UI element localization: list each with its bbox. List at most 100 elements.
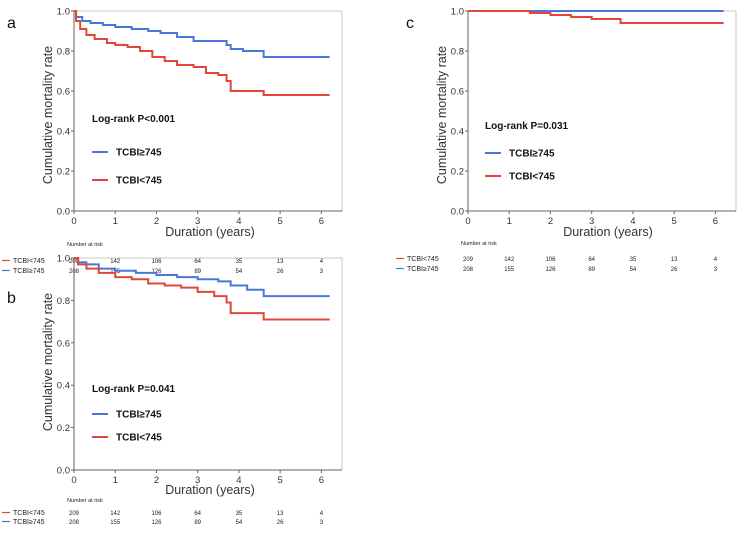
panel-b-risk-row-label-high-tcbi: TCBI≥745 — [13, 519, 45, 526]
panel-b-risk-value-high-tcbi-0: 208 — [69, 520, 80, 526]
panel-c-risk-value-high-tcbi-0: 208 — [463, 267, 474, 273]
panel-b-risk-value-high-tcbi-5: 26 — [277, 520, 284, 526]
panel-c-risk-value-high-tcbi-1: 155 — [504, 267, 515, 273]
panel-c-xtick-label-0: 0 — [465, 216, 470, 227]
panel-b-risk-row-label-low-tcbi: TCBI<745 — [13, 510, 45, 517]
panel-a-risk-value-high-tcbi-3: 89 — [194, 269, 201, 275]
panel-a-ytick-label-4: 0.8 — [57, 47, 70, 58]
panel-a-series-high-tcbi-curve — [74, 10, 330, 58]
panel-a-ytick-label-1: 0.2 — [57, 167, 70, 178]
panel-c-risk-value-low-tcbi-3: 64 — [588, 257, 595, 263]
panel-b-risk-value-high-tcbi-3: 89 — [194, 520, 201, 526]
panel-a-ytick-label-0: 0.0 — [57, 207, 70, 218]
panel-a-legend-label-high-tcbi: TCBI≥745 — [116, 148, 162, 159]
panel-a-xtick-label-3: 3 — [195, 216, 200, 227]
panel-b-xtick-label-0: 0 — [71, 475, 76, 486]
panel-b-risk-value-low-tcbi-0: 209 — [69, 511, 80, 517]
panel-b-series-low-tcbi-curve — [74, 257, 330, 321]
panel-b-risk-value-low-tcbi-1: 142 — [110, 511, 121, 517]
panel-a-ytick-label-2: 0.4 — [57, 127, 70, 138]
panel-c-x-axis-title: Duration (years) — [563, 225, 653, 239]
panel-c-xtick-label-3: 3 — [589, 216, 594, 227]
panel-b-xtick-label-3: 3 — [195, 475, 200, 486]
panel-b-frame — [73, 257, 343, 471]
panel-c-risk-value-low-tcbi-1: 142 — [504, 257, 515, 263]
panel-a-xtick-label-5: 5 — [278, 216, 283, 227]
panel-c-risk-value-high-tcbi-5: 26 — [671, 267, 678, 273]
panel-c-ytick-label-0: 0.0 — [451, 207, 464, 218]
panel-a-risk-value-high-tcbi-6: 3 — [320, 269, 324, 275]
panel-c-legend-label-high-tcbi: TCBI≥745 — [509, 149, 555, 160]
panel-b-xtick-label-5: 5 — [278, 475, 283, 486]
panel-b-risk-table-title: Number at risk — [67, 498, 103, 504]
panel-c-xtick-label-2: 2 — [548, 216, 553, 227]
panel-b-risk-value-low-tcbi-2: 106 — [151, 511, 162, 517]
panel-a-risk-row-label-high-tcbi: TCBI≥745 — [13, 268, 45, 275]
panel-c-y-axis-title: Cumulative mortality rate — [435, 46, 449, 184]
panel-a-legend-label-low-tcbi: TCBI<745 — [116, 176, 162, 187]
panel-b-x-axis-title: Duration (years) — [165, 483, 255, 497]
panel-c-xtick-label-6: 6 — [713, 216, 718, 227]
panel-c-xtick-label-5: 5 — [672, 216, 677, 227]
panel-a-ytick-label-3: 0.6 — [57, 87, 70, 98]
panel-a-series-low-tcbi-curve — [74, 10, 330, 96]
panel-c-risk-row-label-high-tcbi: TCBI≥745 — [407, 266, 439, 273]
panel-c-xtick-label-4: 4 — [630, 216, 635, 227]
panel-b-ytick-label-1: 0.2 — [57, 423, 70, 434]
panel-b-ytick-label-4: 0.8 — [57, 296, 70, 307]
panel-a-x-axis-title: Duration (years) — [165, 225, 255, 239]
panel-a-risk-table-title: Number at risk — [67, 242, 103, 248]
panel-b-risk-value-high-tcbi-4: 54 — [236, 520, 243, 526]
panel-a-risk-row-label-low-tcbi: TCBI<745 — [13, 258, 45, 265]
panel-c-ytick-label-5: 1.0 — [451, 7, 464, 18]
panel-a-risk-value-low-tcbi-3: 64 — [194, 259, 201, 265]
panel-c-risk-value-low-tcbi-6: 4 — [714, 257, 718, 263]
panel-b-risk-value-high-tcbi-1: 155 — [110, 520, 121, 526]
panel-b-xtick-label-6: 6 — [319, 475, 324, 486]
panel-a-xtick-label-1: 1 — [113, 216, 118, 227]
panel-a-risk-value-high-tcbi-5: 26 — [277, 269, 284, 275]
panel-a-risk-value-low-tcbi-2: 106 — [151, 259, 162, 265]
panel-a-xtick-label-6: 6 — [319, 216, 324, 227]
panel-a-ytick-label-5: 1.0 — [57, 7, 70, 18]
panel-c-risk-table-title: Number at risk — [461, 241, 497, 247]
panel-b-legend-label-high-tcbi: TCBI≥745 — [116, 410, 162, 421]
panel-a-risk-value-low-tcbi-4: 35 — [236, 259, 243, 265]
panel-a-xtick-label-2: 2 — [154, 216, 159, 227]
panel-b-risk-value-low-tcbi-6: 4 — [320, 511, 324, 517]
panel-a-logrank-annotation: Log-rank P<0.001 — [92, 114, 176, 125]
panel-c-letter: c — [406, 15, 414, 32]
panel-b-legend-label-low-tcbi: TCBI<745 — [116, 433, 162, 444]
panel-c-xtick-label-1: 1 — [507, 216, 512, 227]
panel-a-xtick-label-4: 4 — [236, 216, 241, 227]
panel-c-risk-value-high-tcbi-3: 89 — [588, 267, 595, 273]
panel-c-risk-value-low-tcbi-5: 13 — [671, 257, 678, 263]
panel-a-letter: a — [7, 15, 16, 32]
panel-a-risk-value-low-tcbi-5: 13 — [277, 259, 284, 265]
panel-c-risk-row-label-low-tcbi: TCBI<745 — [407, 256, 439, 263]
panel-b-risk-value-low-tcbi-3: 64 — [194, 511, 201, 517]
panel-c-series-low-tcbi-curve — [468, 10, 724, 24]
panel-a-risk-value-high-tcbi-4: 54 — [236, 269, 243, 275]
panel-b-ytick-label-5: 1.0 — [57, 254, 70, 265]
panel-c-risk-value-high-tcbi-4: 54 — [630, 267, 637, 273]
panel-b-ytick-label-0: 0.0 — [57, 466, 70, 477]
panel-b-risk-value-high-tcbi-6: 3 — [320, 520, 324, 526]
panel-a-xtick-label-0: 0 — [71, 216, 76, 227]
panel-b-xtick-label-2: 2 — [154, 475, 159, 486]
panel-b-logrank-annotation: Log-rank P=0.041 — [92, 384, 176, 395]
panel-b-risk-value-low-tcbi-5: 13 — [277, 511, 284, 517]
panel-a-risk-value-low-tcbi-1: 142 — [110, 259, 121, 265]
panel-c-risk-value-high-tcbi-2: 126 — [545, 267, 556, 273]
panel-a-risk-value-low-tcbi-6: 4 — [320, 259, 324, 265]
panel-a-y-axis-title: Cumulative mortality rate — [41, 46, 55, 184]
panel-c-risk-value-low-tcbi-0: 209 — [463, 257, 474, 263]
panel-c-legend-label-low-tcbi: TCBI<745 — [509, 172, 555, 183]
panel-b-xtick-label-1: 1 — [113, 475, 118, 486]
panel-b-xtick-label-4: 4 — [236, 475, 241, 486]
panel-c-ytick-label-4: 0.8 — [451, 47, 464, 58]
panel-b-ytick-label-3: 0.6 — [57, 338, 70, 349]
panel-c-ytick-label-2: 0.4 — [451, 127, 464, 138]
panel-b-risk-value-low-tcbi-4: 35 — [236, 511, 243, 517]
